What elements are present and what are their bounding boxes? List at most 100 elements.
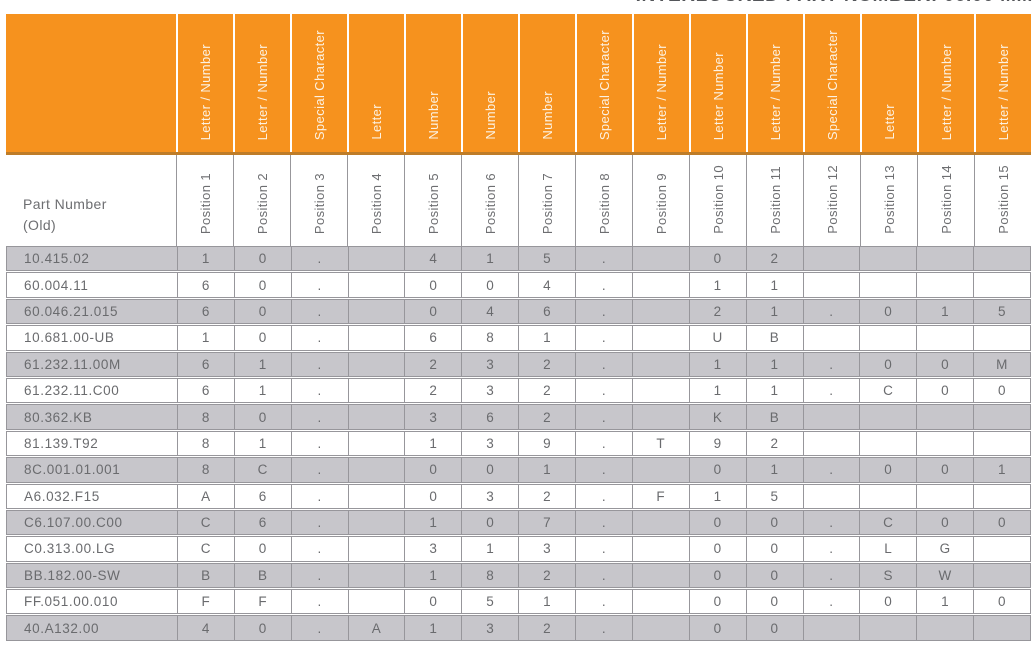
type-header-label: Letter / Number xyxy=(768,43,783,140)
table-cell-position-13 xyxy=(859,273,916,297)
table-cell-position-7: 2 xyxy=(518,563,575,588)
table-cell-position-15: 0 xyxy=(973,510,1030,535)
table-cell-position-6: 8 xyxy=(461,563,518,588)
table-cell-position-10: 2 xyxy=(688,299,746,324)
table-cell-position-8: . xyxy=(575,616,632,640)
table-cell-position-5: 4 xyxy=(404,247,461,271)
table-row: 60.004.11 6 0. 0 0 4. 1 1 xyxy=(6,272,1031,298)
table-cell-position-6: 3 xyxy=(461,352,518,376)
table-cell-position-15 xyxy=(973,563,1030,588)
table-cell-position-14 xyxy=(916,247,973,271)
type-header-cell-position-4: Letter xyxy=(347,14,404,152)
table-cell-position-11: B xyxy=(745,326,803,350)
table-cell-position-13: 0 xyxy=(859,590,916,614)
table-cell-position-2: 1 xyxy=(233,378,291,403)
table-cell-position-13 xyxy=(859,326,916,350)
position-header-label: Position 2 xyxy=(254,172,270,234)
table-cell-position-6: 1 xyxy=(461,247,518,271)
table-cell-position-14: 0 xyxy=(916,378,973,403)
table-cell-position-8: . xyxy=(575,378,632,403)
table-cell-position-5: 0 xyxy=(404,484,461,508)
table-cell-position-8: . xyxy=(575,247,632,271)
table-cell-position-2: 1 xyxy=(233,352,291,376)
table-cell-position-5: 2 xyxy=(404,378,461,403)
table-cell-position-3: . xyxy=(290,431,348,456)
table-cell-position-15: 0 xyxy=(973,378,1030,403)
table-cell-position-15 xyxy=(973,273,1030,297)
table-cell-position-1: 8 xyxy=(177,405,234,429)
table-cell-position-3: . xyxy=(290,458,348,482)
table-cell-position-4 xyxy=(347,484,405,508)
table-cell-position-9 xyxy=(631,352,689,376)
position-header-cell-10: Position 10 xyxy=(689,155,746,246)
type-header-label: Number xyxy=(540,91,555,140)
table-cell-position-2: 0 xyxy=(233,247,291,271)
table-cell-position-14: W xyxy=(916,563,973,588)
table-cell-position-4 xyxy=(347,273,405,297)
table-cell-position-10: 9 xyxy=(688,431,746,456)
table-cell-position-5: 2 xyxy=(404,352,461,376)
table-cell-position-3: . xyxy=(290,247,348,271)
table-row: 8C.001.01.001 8 C. 0 0 1. 0 1. 0 0 1 xyxy=(6,457,1031,483)
table-cell-position-6: 6 xyxy=(461,405,518,429)
table-cell-position-12: . xyxy=(802,378,860,403)
table-cell-position-1: C xyxy=(177,537,234,561)
table-cell-position-3: . xyxy=(290,352,348,376)
type-header-cell-position-5: Number xyxy=(404,14,461,152)
table-cell-position-2: 6 xyxy=(233,484,291,508)
part-number-cell: 40.A132.00 xyxy=(24,620,100,636)
table-cell-position-1: 6 xyxy=(177,378,234,403)
table-cell-position-14 xyxy=(916,405,973,429)
part-number-cell: BB.182.00-SW xyxy=(24,567,121,583)
table-cell-position-3: . xyxy=(290,563,348,588)
position-header-label: Position 11 xyxy=(767,166,783,234)
part-number-cell: 61.232.11.00M xyxy=(24,356,121,372)
table-cell-position-5: 1 xyxy=(404,563,461,588)
table-cell-position-10: 0 xyxy=(688,616,746,640)
table-cell-position-9: T xyxy=(631,431,689,456)
table-cell-position-9 xyxy=(631,590,689,614)
table-cell-position-13: 0 xyxy=(859,299,916,324)
table-cell-position-4 xyxy=(347,431,405,456)
table-cell-position-2: 0 xyxy=(233,405,291,429)
table-cell-position-11: B xyxy=(745,405,803,429)
table-cell-position-4 xyxy=(347,378,405,403)
table-cell-position-1: 1 xyxy=(177,326,234,350)
table-cell-position-9 xyxy=(631,273,689,297)
table-cell-position-9: F xyxy=(631,484,689,508)
table-cell-position-10: 0 xyxy=(688,590,746,614)
table-cell-position-14: 0 xyxy=(916,458,973,482)
table-row: A6.032.F15 A 6. 0 3 2. F 1 5 xyxy=(6,483,1031,509)
table-cell-position-12 xyxy=(802,273,860,297)
table-cell-position-8: . xyxy=(575,563,632,588)
position-header-label: Position 4 xyxy=(368,172,384,234)
table-cell-position-1: F xyxy=(177,590,234,614)
table-cell-position-5: 1 xyxy=(404,616,461,640)
part-number-cell: 60.046.21.015 xyxy=(24,303,119,319)
type-header-cell-position-11: Letter / Number xyxy=(746,14,803,152)
table-cell-position-13 xyxy=(859,405,916,429)
table-cell-position-3: . xyxy=(290,299,348,324)
type-header-label: Special Character xyxy=(825,29,840,140)
part-number-cell: 81.139.T92 xyxy=(24,435,99,451)
table-cell-position-2: 6 xyxy=(233,510,291,535)
position-header-label: Position 1 xyxy=(197,172,213,234)
table-cell-position-10: 0 xyxy=(688,247,746,271)
table-cell-position-13 xyxy=(859,247,916,271)
table-cell-position-12 xyxy=(802,616,860,640)
table-row: 40.A132.00 4 0. A 1 3 2. 0 0 xyxy=(6,615,1031,641)
position-header-row: Part Number (Old) Position 1 Position 2 Po… xyxy=(6,155,1031,246)
part-number-cell: 60.004.11 xyxy=(24,277,89,293)
position-header-cell-12: Position 12 xyxy=(803,155,860,246)
table-cell-position-14 xyxy=(916,326,973,350)
position-header-cell-4: Position 4 xyxy=(347,155,404,246)
table-cell-position-4 xyxy=(347,563,405,588)
table-cell-position-4 xyxy=(347,590,405,614)
table-cell-position-15 xyxy=(973,405,1030,429)
table-cell-position-12 xyxy=(802,431,860,456)
position-header-label: Position 7 xyxy=(539,172,555,234)
table-row: 81.139.T92 8 1. 1 3 9. T 9 2 xyxy=(6,430,1031,457)
table-cell-position-11: 2 xyxy=(745,247,803,271)
table-cell-position-8: . xyxy=(575,273,632,297)
table-cell-position-10: 0 xyxy=(688,537,746,561)
